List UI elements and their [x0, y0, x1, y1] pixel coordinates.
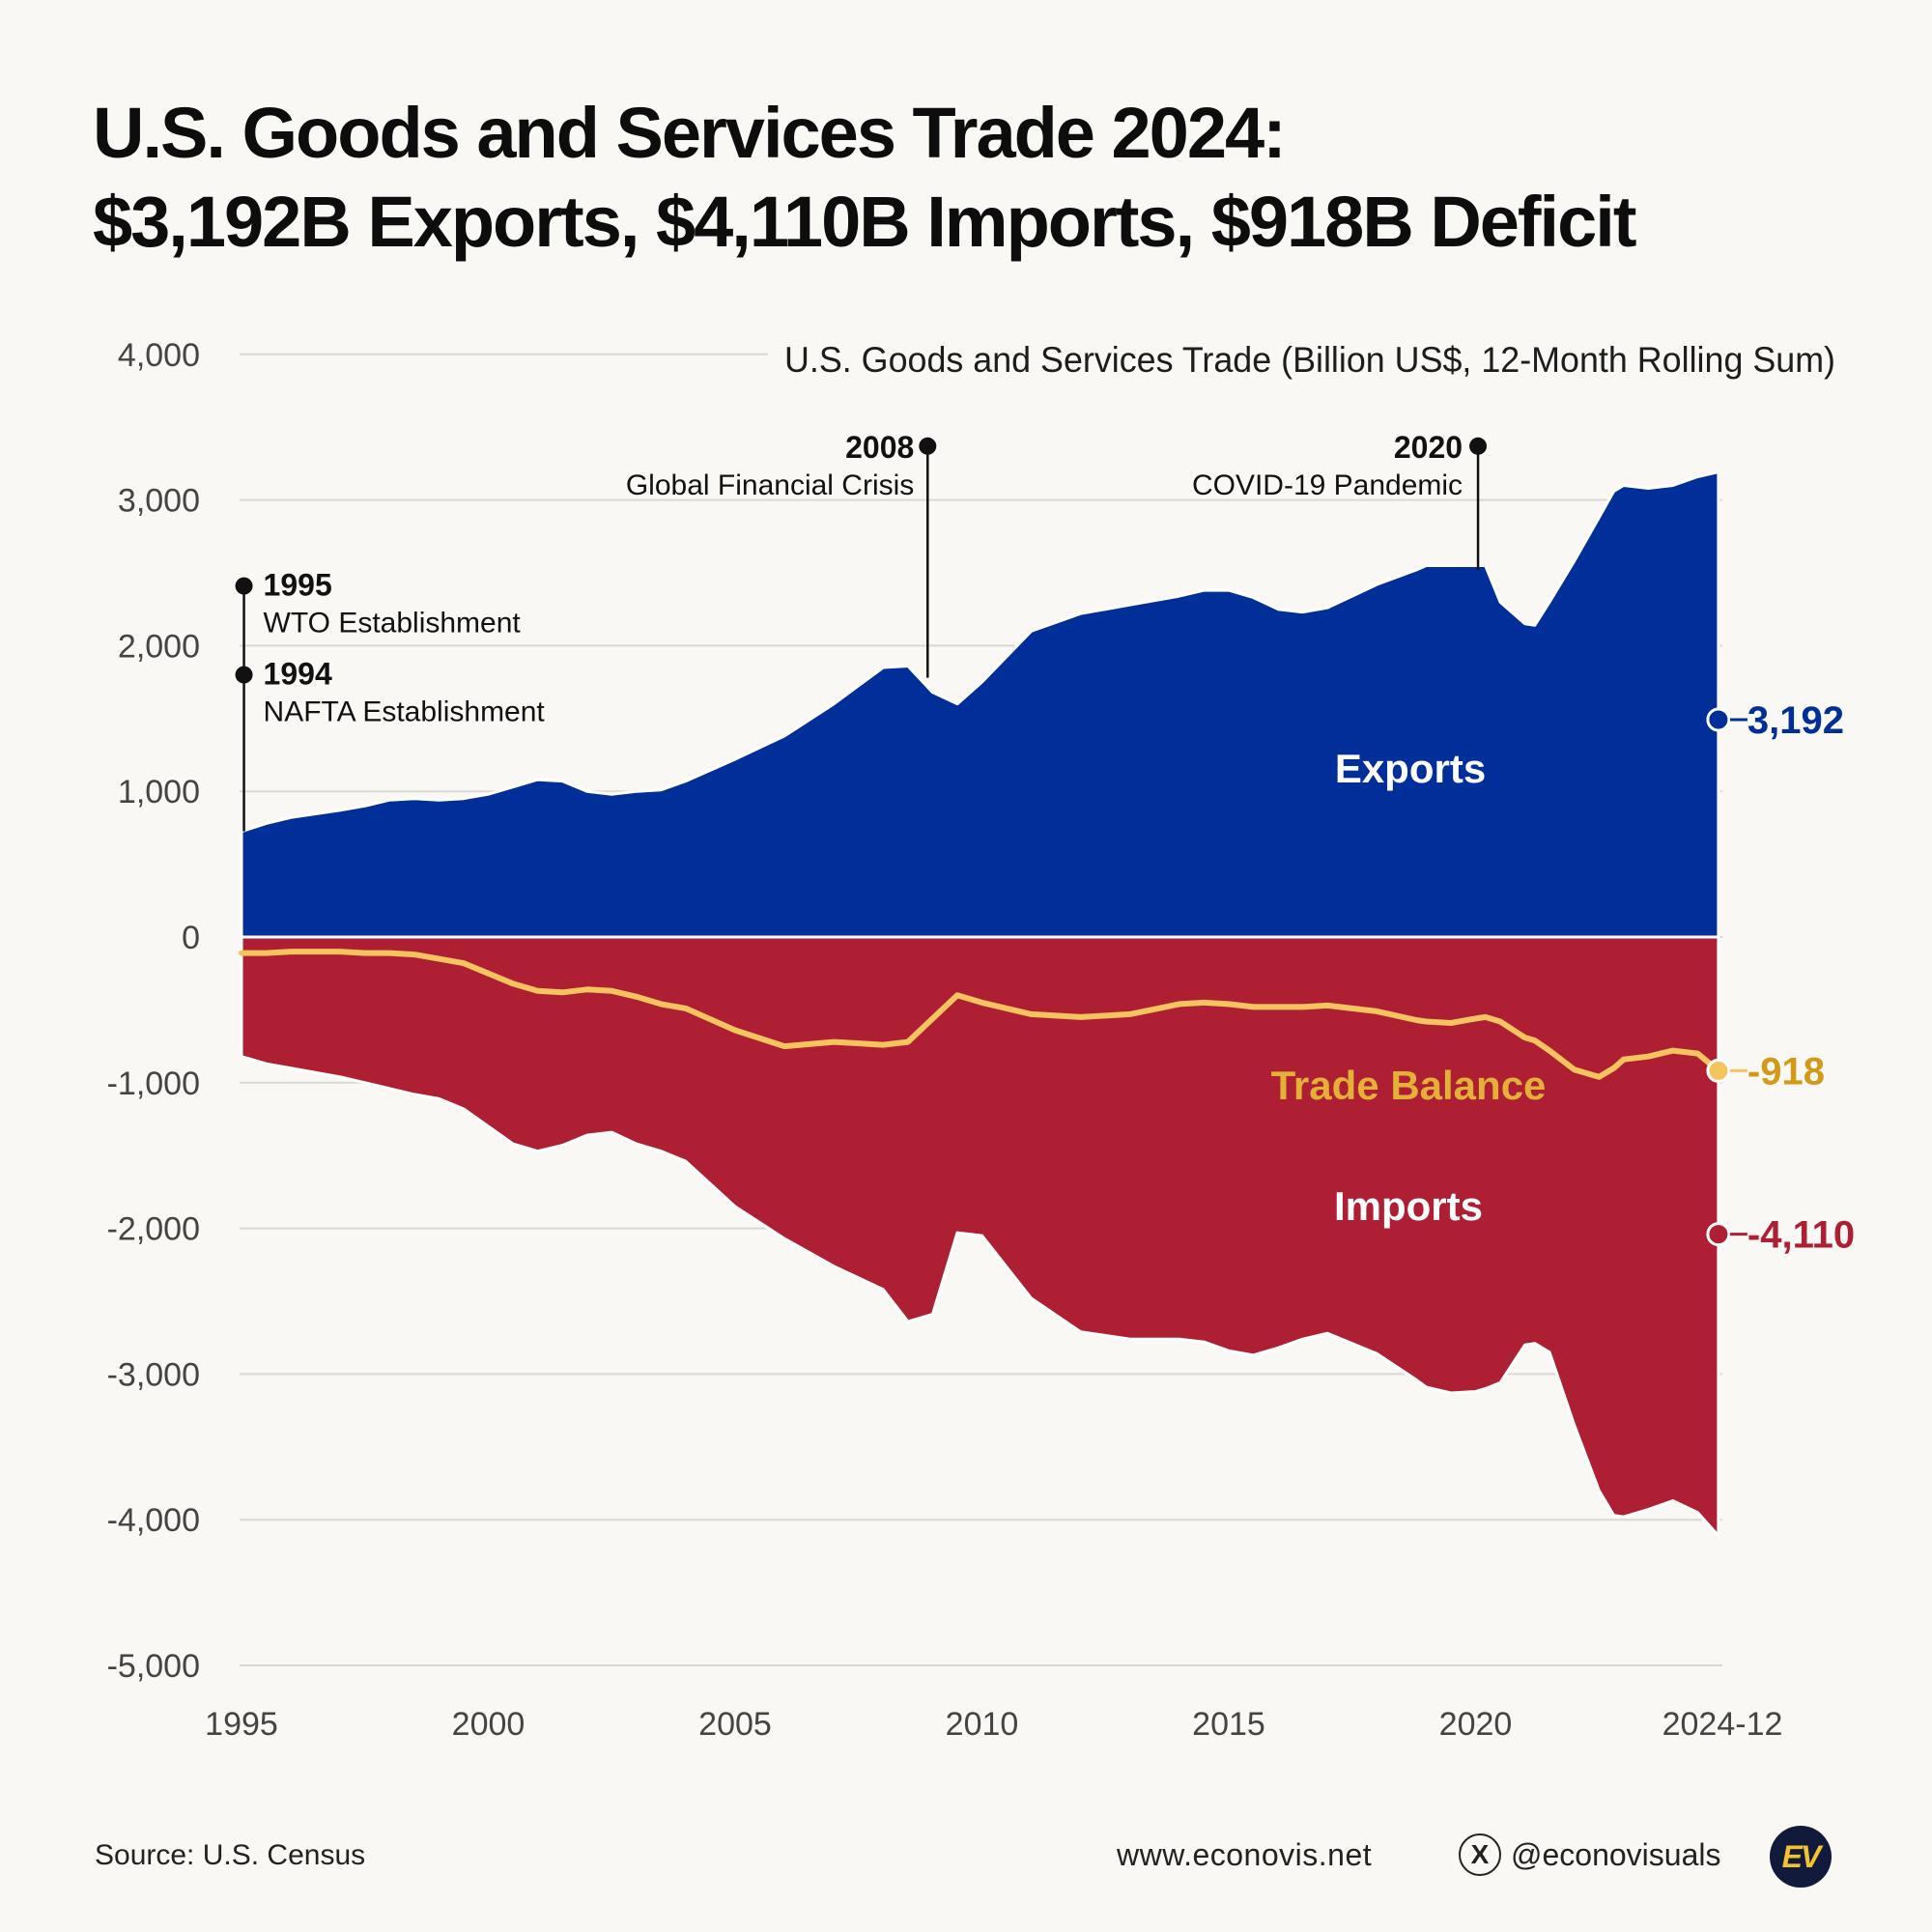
x-tick-label: 2010	[946, 1706, 1019, 1743]
chart-subtitle-background	[768, 328, 1850, 386]
x-tick-label: 2005	[698, 1706, 772, 1743]
x-twitter-icon: X	[1459, 1833, 1501, 1876]
x-tick-label: 2020	[1439, 1706, 1513, 1743]
y-tick-label: 1,000	[118, 774, 200, 810]
end-value-markers: 3,192 -918 -4,110	[1706, 699, 1855, 1257]
y-tick-label: -1,000	[107, 1065, 200, 1102]
website-link[interactable]: www.econovis.net	[1117, 1837, 1373, 1872]
gfc-text: Global Financial Crisis	[626, 469, 914, 501]
balance-end-value: -918	[1747, 1050, 1825, 1093]
x-tick-label: 2015	[1192, 1706, 1265, 1743]
exports-area	[240, 470, 1720, 939]
wto-marker-dot	[235, 577, 253, 595]
exports-end-dot	[1706, 707, 1731, 732]
imports-end-value: -4,110	[1747, 1214, 1855, 1257]
title-line-1: U.S. Goods and Services Trade 2024:	[93, 93, 1287, 173]
imports-label: Imports	[1334, 1183, 1483, 1229]
balance-end-dot	[1706, 1058, 1731, 1083]
trade-balance-label: Trade Balance	[1271, 1063, 1547, 1108]
social-handle-text: @econovisuals	[1511, 1836, 1721, 1872]
covid-marker-dot	[1469, 437, 1488, 455]
nafta-marker-dot	[235, 666, 253, 684]
econovis-logo: EV	[1770, 1826, 1832, 1888]
title-line-2: $3,192B Exports, $4,110B Imports, $918B …	[93, 182, 1636, 262]
y-tick-label: -3,000	[107, 1356, 200, 1393]
trade-balance-line	[239, 949, 1721, 1080]
y-tick-label: 0	[182, 920, 200, 956]
x-axis-ticks: 1995 2000 2005 2010 2015 2020 2024-12	[205, 1706, 1782, 1743]
covid-year: 2020	[1394, 430, 1463, 465]
y-tick-label: -4,000	[107, 1502, 200, 1539]
wto-year: 1995	[264, 568, 332, 603]
x-tick-label: 1995	[205, 1706, 278, 1743]
series-labels: Exports Trade Balance Imports	[1271, 746, 1547, 1229]
covid-text: COVID-19 Pandemic	[1192, 469, 1463, 501]
exports-end-value: 3,192	[1747, 699, 1844, 742]
y-tick-label: -2,000	[107, 1211, 200, 1248]
y-tick-label: 4,000	[118, 337, 200, 374]
x-tick-label: 2000	[452, 1706, 526, 1743]
social-handle[interactable]: X @econovisuals	[1459, 1833, 1720, 1876]
gfc-marker-dot	[919, 437, 937, 455]
y-axis-ticks: 4,000 3,000 2,000 1,000 0 -1,000 -2,000 -3,000 -…	[107, 337, 200, 1685]
source-note: Source: U.S. Census	[95, 1839, 366, 1871]
gfc-year: 2008	[845, 430, 914, 465]
annotations: 1995 WTO Establishment 1994 NAFTA Establish…	[235, 430, 1488, 832]
area-series	[239, 470, 1721, 1538]
exports-label: Exports	[1335, 746, 1486, 791]
imports-area	[240, 935, 1720, 1538]
wto-text: WTO Establishment	[264, 608, 522, 639]
imports-end-dot	[1706, 1222, 1731, 1247]
chart-subtitle: U.S. Goods and Services Trade (Billion U…	[784, 340, 1835, 380]
y-tick-label: -5,000	[107, 1648, 200, 1685]
nafta-year: 1994	[264, 657, 332, 692]
y-tick-label: 3,000	[118, 483, 200, 520]
x-tick-label: 2024-12	[1662, 1706, 1783, 1743]
nafta-text: NAFTA Establishment	[264, 696, 546, 728]
y-tick-label: 2,000	[118, 628, 200, 665]
chart-title: U.S. Goods and Services Trade 2024: $3,1…	[93, 89, 1832, 267]
